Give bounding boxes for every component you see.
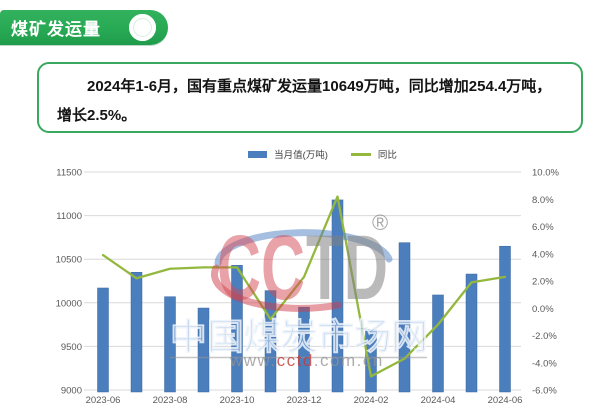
bar-2023-10	[231, 265, 243, 393]
bar-2024-05	[465, 273, 478, 393]
bar-2023-07	[130, 272, 143, 393]
bar-2024-01	[331, 199, 344, 393]
x-axis-tick-label: 2024-04	[421, 395, 456, 406]
legend-line-label: 同比	[377, 150, 397, 161]
left-axis-tick-label: 11000	[56, 211, 82, 222]
left-axis-tick-label: 11500	[56, 168, 82, 179]
chart-legend: 当月值(万吨) 同比	[0, 147, 600, 161]
x-axis-tick-label: 2023-10	[220, 395, 255, 406]
combo-chart: 11500 11000 10500 10000 9500 9000 10.0% 8.0% 6.0…	[56, 168, 560, 407]
bar-2024-03	[398, 242, 411, 393]
legend-line-swatch	[350, 152, 371, 156]
right-axis-tick-label: -2.0%	[532, 331, 557, 342]
left-axis-tick-label: 10500	[56, 255, 82, 266]
page-title: 煤矿发运量	[11, 20, 101, 39]
bar-2023-11	[264, 290, 277, 393]
right-axis-tick-label: 6.0%	[532, 222, 554, 233]
right-axis-tick-label: -4.0%	[532, 358, 557, 369]
bar-2024-04	[432, 294, 444, 393]
summary-box: 2024年1-6月，国有重点煤矿发运量10649万吨，同比增加254.4万吨，增…	[37, 62, 583, 133]
x-axis-tick-label: 2024-06	[488, 395, 523, 406]
right-axis-tick-label: 10.0%	[532, 168, 559, 179]
x-axis-tick-label: 2024-02	[354, 395, 389, 406]
legend-bar-label: 当月值(万吨)	[274, 150, 328, 161]
badge-circle-decoration	[129, 14, 156, 41]
x-axis-tick-label: 2023-08	[153, 395, 188, 406]
bar-2024-02	[365, 329, 377, 393]
left-axis-tick-label: 9000	[61, 386, 82, 397]
bar-2023-12	[298, 306, 310, 393]
right-axis-tick-label: -6.0%	[532, 386, 557, 397]
left-axis-tick-label: 10000	[56, 298, 82, 309]
bar-2023-08	[164, 296, 176, 393]
right-axis-tick-label: 0.0%	[532, 304, 554, 315]
legend-bar-swatch	[248, 150, 268, 158]
right-axis-tick-label: 2.0%	[532, 277, 554, 288]
x-axis-tick-label: 2023-12	[287, 395, 322, 406]
summary-text: 2024年1-6月，国有重点煤矿发运量10649万吨，同比增加254.4万吨，增…	[57, 78, 552, 124]
x-axis-tick-label: 2023-06	[86, 395, 121, 406]
right-axis-tick-label: 8.0%	[532, 195, 554, 206]
bar-2023-06	[97, 287, 109, 393]
bar-2024-06	[499, 245, 511, 393]
right-axis-tick-label: 4.0%	[532, 249, 554, 260]
left-axis-tick-label: 9500	[61, 342, 82, 353]
bar-2023-09	[197, 307, 210, 393]
title-badge: 煤矿发运量	[0, 10, 168, 45]
